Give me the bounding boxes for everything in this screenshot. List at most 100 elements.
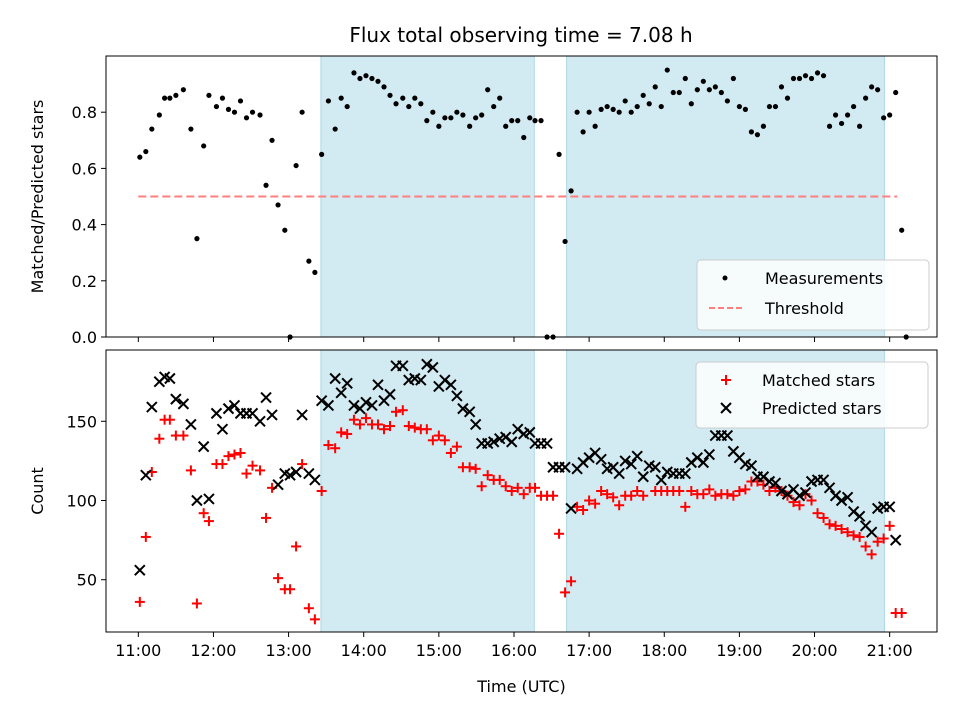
matched-point-73: [584, 495, 595, 506]
matched-point-105: [782, 490, 793, 501]
matched-point-22: [273, 573, 284, 584]
predicted-point-1: [140, 469, 152, 481]
matched-point-124: [896, 607, 907, 618]
predicted-point-116: [841, 491, 854, 504]
predicted-point-92: [697, 456, 710, 469]
x-tick-label-2: 13:00: [266, 641, 312, 660]
matched-point-53: [464, 462, 475, 473]
measurement-point-81: [634, 103, 640, 110]
measurement-point-119: [863, 95, 869, 101]
measurement-point-114: [832, 112, 839, 118]
y-ticks-bottom: 50 100 150: [66, 412, 106, 590]
predicted-point-24: [284, 469, 296, 481]
matched-point-107: [794, 500, 805, 511]
measurement-point-94: [712, 84, 718, 90]
y-ticks-top: 0.0 0.2 0.4 0.6 0.8: [72, 103, 106, 347]
measurement-point-86: [664, 67, 670, 73]
matched-point-82: [638, 490, 649, 501]
matched-point-11: [203, 516, 214, 527]
matched-point-76: [602, 489, 613, 500]
matched-point-110: [812, 508, 823, 519]
predicted-point-15: [228, 399, 241, 412]
matched-point-74: [590, 498, 601, 509]
predicted-point-75: [595, 453, 607, 466]
matched-point-24: [285, 584, 296, 595]
measurement-point-4: [162, 95, 168, 101]
matched-point-100: [752, 476, 763, 487]
measurement-point-51: [454, 109, 460, 115]
measurement-point-60: [509, 118, 515, 124]
measurement-point-116: [844, 112, 851, 118]
predicted-point-78: [613, 467, 625, 480]
matched-point-87: [674, 486, 685, 496]
measurement-point-50: [448, 115, 454, 121]
panel-ratio: 0.00.20.40.60.8 Matched/Predicted stars …: [28, 55, 938, 347]
matched-point-59: [500, 481, 511, 492]
measurement-point-18: [249, 109, 256, 115]
measurement-point-20: [263, 182, 269, 188]
predicted-point-115: [835, 494, 848, 507]
measurement-point-36: [363, 73, 369, 79]
matched-point-122: [884, 520, 895, 531]
matched-point-92: [704, 484, 715, 495]
measurement-point-59: [503, 123, 509, 129]
measurement-point-33: [344, 103, 350, 110]
matched-point-56: [482, 470, 493, 481]
legend-label-matched: Matched stars: [762, 371, 875, 390]
matched-point-70: [566, 576, 577, 587]
matched-point-32: [336, 427, 347, 438]
predicted-point-30: [322, 399, 335, 412]
measurement-point-29: [319, 151, 325, 157]
predicted-point-57: [487, 436, 500, 448]
measurement-point-40: [387, 92, 393, 98]
matched-point-106: [788, 497, 799, 508]
measurement-point-9: [194, 236, 200, 242]
measurement-point-31: [332, 126, 338, 132]
measurement-point-64: [532, 118, 538, 124]
matched-point-20: [261, 512, 272, 523]
measurement-point-125: [899, 227, 905, 233]
measurement-point-98: [736, 103, 742, 110]
measurement-point-107: [790, 75, 797, 82]
predicted-point-33: [341, 377, 353, 389]
measurement-point-85: [658, 103, 664, 110]
measurement-point-110: [808, 75, 815, 82]
matched-point-113: [830, 520, 841, 531]
measurement-point-23: [282, 227, 288, 233]
measurement-point-8: [188, 126, 194, 132]
measurement-point-0: [137, 154, 143, 160]
predicted-point-51: [451, 390, 463, 402]
predicted-point-108: [793, 490, 806, 502]
matched-point-55: [476, 481, 487, 492]
legend-label-predicted: Predicted stars: [762, 399, 882, 418]
matched-stars-points: [134, 405, 907, 625]
measurement-point-92: [700, 78, 706, 84]
measurement-point-120: [869, 84, 875, 90]
matched-point-116: [848, 530, 859, 541]
measurement-point-84: [652, 84, 658, 90]
measurement-point-28: [312, 269, 318, 275]
predicted-point-2: [146, 401, 158, 413]
matched-point-121: [878, 533, 889, 544]
measurement-point-109: [802, 73, 809, 79]
legend-label-measurements: Measurements: [765, 269, 883, 288]
measurement-point-83: [646, 101, 652, 107]
predicted-point-60: [506, 436, 518, 448]
measurement-point-69: [562, 238, 568, 245]
predicted-point-12: [210, 407, 223, 420]
predicted-point-31: [329, 372, 341, 385]
predicted-point-120: [865, 526, 878, 538]
measurement-point-21: [269, 137, 275, 143]
measurement-point-58: [497, 95, 503, 101]
measurement-point-68: [556, 151, 562, 157]
measurement-point-11: [206, 92, 212, 98]
measurement-point-89: [682, 75, 688, 82]
matched-point-95: [722, 489, 733, 500]
predicted-point-38: [372, 379, 384, 391]
matched-point-118: [860, 541, 871, 552]
legend-marker-predicted: [720, 402, 732, 414]
x-tick-label-4: 15:00: [416, 641, 462, 660]
matched-point-47: [427, 435, 438, 446]
predicted-point-6: [170, 393, 182, 405]
measurement-point-63: [527, 115, 533, 121]
